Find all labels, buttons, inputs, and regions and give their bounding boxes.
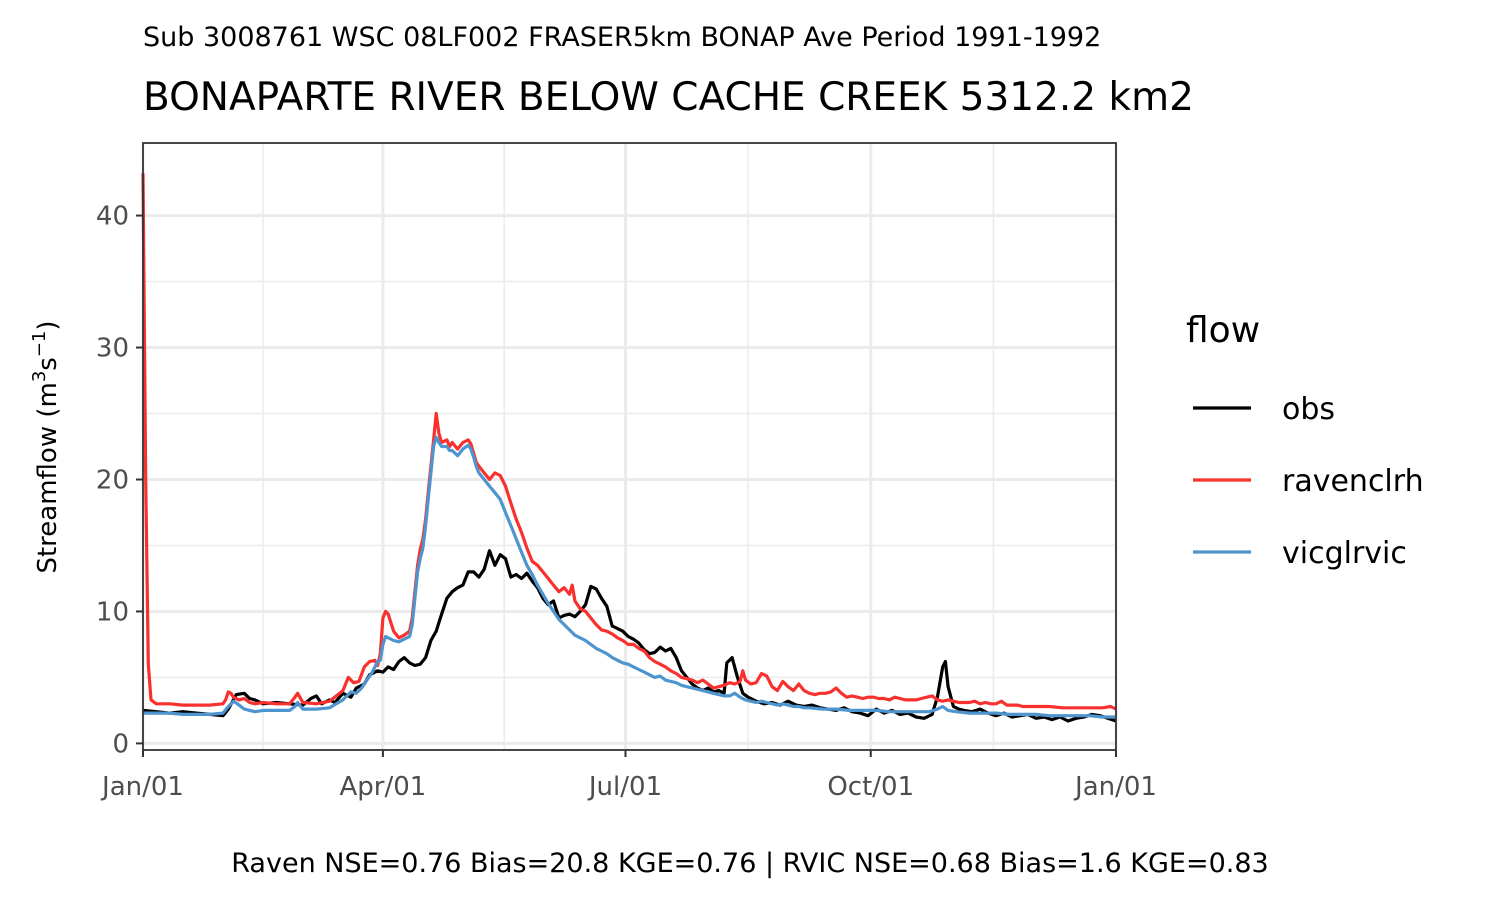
- y-axis-title-main: Streamflow (m: [33, 382, 63, 573]
- x-tick-label: Oct/01: [827, 772, 914, 802]
- legend-label-vicglrvic: vicglrvic: [1282, 536, 1407, 571]
- legend-title: flow: [1186, 310, 1260, 351]
- x-tick-label: Apr/01: [340, 772, 427, 802]
- legend-label-ravenclrh: ravenclrh: [1282, 464, 1424, 499]
- series-line-vicglrvic: [143, 435, 1116, 719]
- x-tick-label: Jan/01: [100, 772, 184, 802]
- y-tick-label: 0: [112, 729, 129, 759]
- legend: flow obs ravenclrh vicglrvic: [1186, 310, 1424, 571]
- y-tick-label: 10: [96, 597, 129, 627]
- chart-subtitle: Sub 3008761 WSC 08LF002 FRASER5km BONAP …: [143, 22, 1101, 53]
- y-axis-title: Streamflow (m3s−1): [29, 320, 63, 573]
- x-tick-label: Jul/01: [587, 772, 662, 802]
- y-tick-label: 30: [96, 334, 129, 364]
- plot-background: [143, 143, 1116, 750]
- y-axis-title-mid: s: [33, 357, 63, 371]
- y-tick-label: 20: [96, 465, 129, 495]
- y-axis-title-end: ): [33, 320, 63, 330]
- plot-panel: [143, 143, 1116, 750]
- y-axis-title-sup1: 3: [29, 371, 50, 382]
- axes: 0 10 20 30 40 Jan/01 Apr/01 Jul/01 Oct/01 Jan/01: [96, 202, 1157, 802]
- legend-label-obs: obs: [1282, 392, 1335, 427]
- y-axis-title-sup2: −1: [29, 331, 50, 358]
- series-lines: [141, 173, 1117, 723]
- chart-caption: Raven NSE=0.76 Bias=20.8 KGE=0.76 | RVIC…: [231, 848, 1268, 879]
- plot-border: [142, 142, 1117, 751]
- chart-title: BONAPARTE RIVER BELOW CACHE CREEK 5312.2…: [143, 75, 1194, 120]
- y-tick-label: 40: [96, 202, 129, 232]
- panel-border-rect: [142, 142, 1117, 751]
- series-line-ravenclrh: [141, 173, 1117, 711]
- x-tick-label: Jan/01: [1073, 772, 1157, 802]
